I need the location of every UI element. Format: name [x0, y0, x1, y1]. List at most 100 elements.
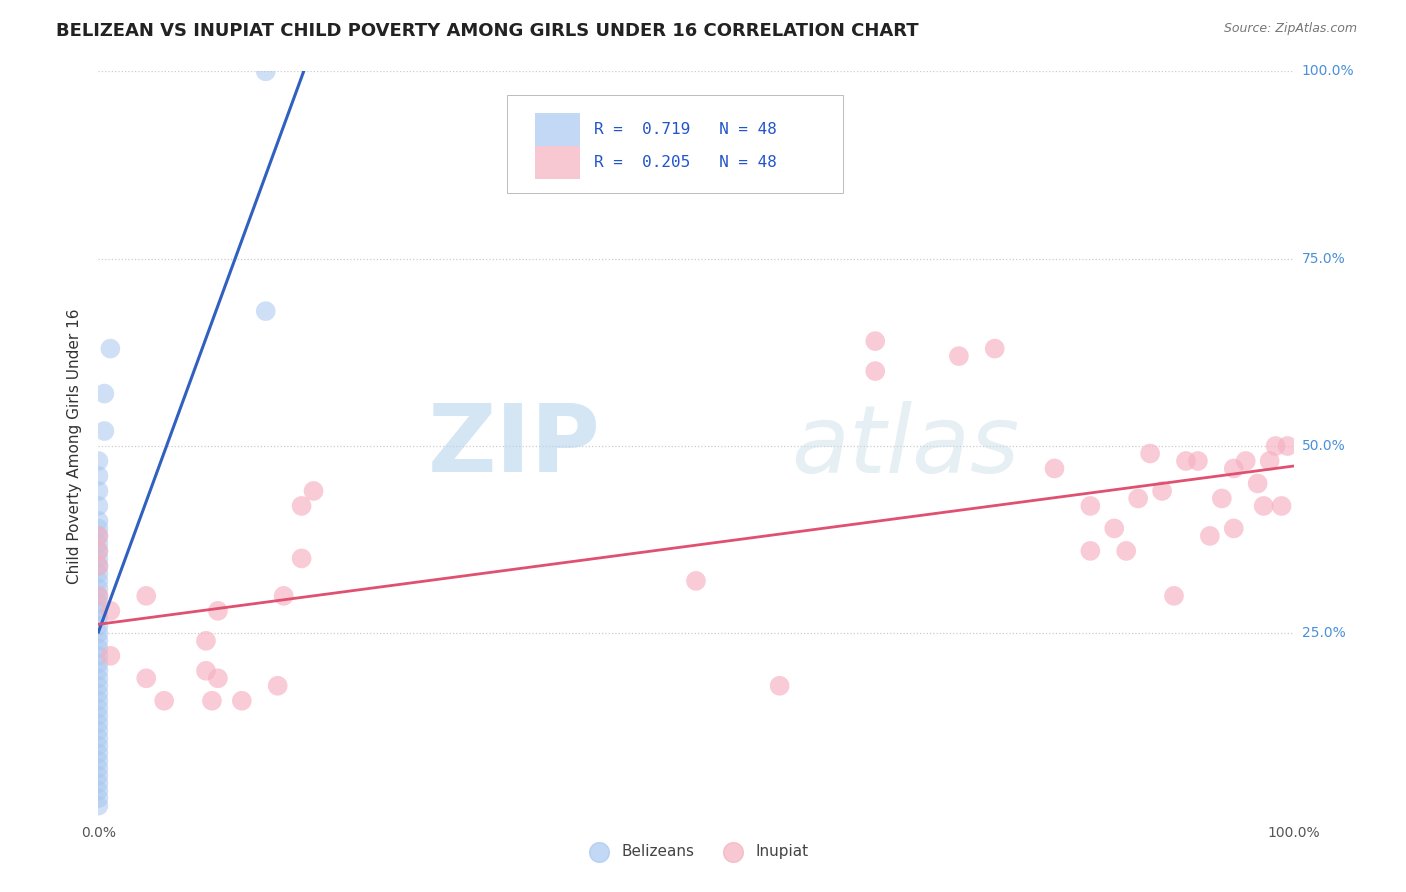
Point — [87, 686, 110, 700]
Point — [87, 558, 110, 573]
Point — [87, 633, 110, 648]
Point — [685, 574, 707, 588]
Point — [768, 679, 790, 693]
Point — [1080, 544, 1102, 558]
Point — [87, 529, 110, 543]
Point — [87, 671, 110, 685]
Point — [1247, 476, 1270, 491]
Point — [291, 499, 314, 513]
Point — [87, 589, 110, 603]
Point — [87, 648, 110, 663]
Point — [135, 671, 157, 685]
Point — [87, 611, 110, 625]
Text: 50.0%: 50.0% — [1302, 439, 1346, 453]
Point — [93, 424, 115, 438]
Point — [302, 483, 325, 498]
Point — [87, 716, 110, 731]
Point — [865, 334, 887, 348]
Point — [201, 694, 224, 708]
Point — [87, 723, 110, 738]
Point — [153, 694, 176, 708]
Point — [87, 769, 110, 783]
Point — [87, 679, 110, 693]
Text: Source: ZipAtlas.com: Source: ZipAtlas.com — [1223, 22, 1357, 36]
Point — [1115, 544, 1137, 558]
Point — [1211, 491, 1233, 506]
Point — [87, 746, 110, 760]
Point — [87, 739, 110, 753]
Point — [87, 776, 110, 790]
Point — [1264, 439, 1286, 453]
Point — [87, 754, 110, 768]
Text: BELIZEAN VS INUPIAT CHILD POVERTY AMONG GIRLS UNDER 16 CORRELATION CHART: BELIZEAN VS INUPIAT CHILD POVERTY AMONG … — [56, 22, 920, 40]
Point — [865, 364, 887, 378]
Point — [87, 589, 110, 603]
Point — [195, 664, 218, 678]
Point — [87, 626, 110, 640]
FancyBboxPatch shape — [508, 95, 844, 194]
Point — [98, 648, 122, 663]
FancyBboxPatch shape — [534, 113, 581, 146]
Point — [87, 731, 110, 746]
Text: R =  0.205   N = 48: R = 0.205 N = 48 — [595, 155, 778, 170]
Legend: Belizeans, Inupiat: Belizeans, Inupiat — [576, 838, 815, 865]
Point — [87, 558, 110, 573]
Point — [207, 671, 229, 685]
Point — [87, 566, 110, 581]
Point — [231, 694, 253, 708]
Point — [87, 514, 110, 528]
Point — [1199, 529, 1222, 543]
FancyBboxPatch shape — [534, 146, 581, 179]
Text: atlas: atlas — [792, 401, 1019, 491]
Point — [135, 589, 157, 603]
Text: ZIP: ZIP — [427, 400, 600, 492]
Point — [1223, 461, 1246, 475]
Point — [1152, 483, 1174, 498]
Point — [1128, 491, 1150, 506]
Point — [195, 633, 218, 648]
Text: R =  0.719   N = 48: R = 0.719 N = 48 — [595, 122, 778, 137]
Point — [87, 483, 110, 498]
Point — [87, 761, 110, 775]
Point — [291, 551, 314, 566]
Point — [1139, 446, 1161, 460]
Point — [87, 701, 110, 715]
Point — [87, 544, 110, 558]
Point — [1234, 454, 1257, 468]
Point — [93, 386, 115, 401]
Point — [98, 604, 122, 618]
Point — [87, 641, 110, 656]
Point — [87, 596, 110, 610]
Point — [1163, 589, 1185, 603]
Point — [87, 791, 110, 805]
Point — [87, 604, 110, 618]
Point — [87, 521, 110, 535]
Point — [254, 64, 277, 78]
Point — [1223, 521, 1246, 535]
Point — [87, 529, 110, 543]
Point — [1277, 439, 1299, 453]
Point — [87, 798, 110, 813]
Point — [1175, 454, 1198, 468]
Point — [1080, 499, 1102, 513]
Point — [254, 304, 277, 318]
Point — [87, 454, 110, 468]
Point — [1253, 499, 1275, 513]
Point — [1104, 521, 1126, 535]
Point — [87, 694, 110, 708]
Point — [273, 589, 295, 603]
Point — [1187, 454, 1209, 468]
Point — [267, 679, 290, 693]
Point — [87, 582, 110, 596]
Point — [1271, 499, 1294, 513]
Point — [948, 349, 970, 363]
Point — [87, 664, 110, 678]
Point — [984, 342, 1007, 356]
Point — [87, 544, 110, 558]
Point — [87, 619, 110, 633]
Point — [87, 469, 110, 483]
Point — [1258, 454, 1281, 468]
Point — [87, 708, 110, 723]
Text: 100.0%: 100.0% — [1302, 64, 1354, 78]
Point — [98, 342, 122, 356]
